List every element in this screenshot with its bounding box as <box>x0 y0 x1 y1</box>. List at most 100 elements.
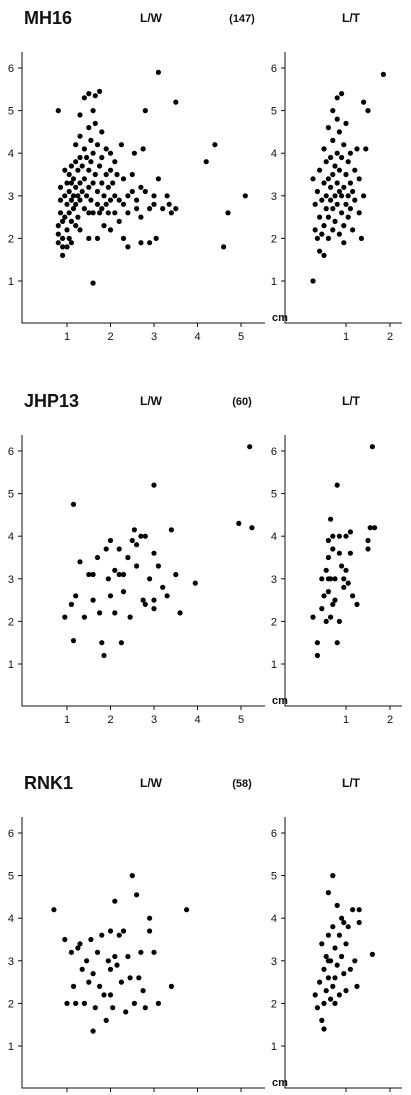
data-point-mh16-lw <box>125 210 131 216</box>
data-point-mh16-lt <box>365 108 371 114</box>
data-point-mh16-lt <box>350 188 356 195</box>
data-point-mh16-lw <box>225 210 231 216</box>
data-point-jhp13-lt <box>332 576 338 582</box>
y-tick-label-jhp13-lt: 5 <box>271 489 277 501</box>
data-point-mh16-lw <box>131 150 137 156</box>
data-point-mh16-lw <box>70 176 77 182</box>
axes-rnk1-lt <box>284 817 402 1089</box>
data-point-mh16-lw <box>92 120 98 126</box>
data-point-jhp13-lw <box>134 542 140 548</box>
data-point-rnk1-lw <box>127 975 133 981</box>
data-point-rnk1-lw <box>110 1005 116 1011</box>
data-point-jhp13-lt <box>347 550 353 556</box>
data-point-mh16-lw <box>77 197 83 203</box>
data-point-mh16-lw <box>60 244 66 250</box>
data-point-rnk1-lt <box>336 992 342 998</box>
data-point-rnk1-lw <box>51 907 57 913</box>
data-point-mh16-lt <box>323 193 329 199</box>
y-tick-label-rnk1-lt: 1 <box>271 1041 277 1053</box>
data-point-mh16-lw <box>88 197 94 203</box>
data-point-mh16-lt <box>339 91 345 97</box>
data-point-rnk1-lt <box>356 919 362 926</box>
data-point-mh16-lt <box>334 95 340 101</box>
y-tick-label-jhp13-lt: 6 <box>271 446 277 458</box>
data-point-mh16-lw <box>142 188 148 195</box>
data-point-rnk1-lw <box>90 1028 96 1034</box>
data-point-jhp13-lw <box>70 501 77 507</box>
data-point-mh16-lw <box>212 142 218 148</box>
data-point-mh16-lw <box>92 93 98 99</box>
data-point-mh16-lt <box>334 116 340 122</box>
data-point-mh16-lw <box>153 235 159 241</box>
data-point-mh16-lw <box>129 188 135 195</box>
data-point-rnk1-lt <box>314 1005 320 1011</box>
data-point-mh16-lw <box>60 252 66 258</box>
data-point-jhp13-lw <box>151 606 157 612</box>
data-point-mh16-lw <box>99 129 105 135</box>
data-point-mh16-lt <box>356 176 362 182</box>
y-tick-label-jhp13-lt: 1 <box>271 659 277 671</box>
data-point-rnk1-lt <box>328 996 334 1002</box>
site-label-jhp13: JHP13 <box>24 391 79 411</box>
data-point-mh16-lt <box>334 150 340 156</box>
data-point-mh16-lw <box>66 171 72 178</box>
data-point-jhp13-lw <box>147 576 153 582</box>
data-point-mh16-lt <box>325 214 331 220</box>
data-point-mh16-lw <box>68 240 74 246</box>
data-point-mh16-lt <box>330 206 336 212</box>
data-point-mh16-lw <box>120 201 127 207</box>
data-point-jhp13-lw <box>160 584 166 590</box>
data-point-mh16-lw <box>112 193 118 199</box>
data-point-jhp13-lw <box>86 571 92 578</box>
data-point-jhp13-lt <box>341 584 347 590</box>
data-point-mh16-lw <box>90 210 96 216</box>
data-point-rnk1-lw <box>70 983 77 990</box>
data-point-mh16-lw <box>75 167 81 173</box>
data-point-mh16-lw <box>160 206 166 212</box>
data-point-mh16-lw <box>86 167 92 173</box>
data-point-jhp13-lw <box>68 601 74 608</box>
y-tick-label-jhp13-lw: 3 <box>8 574 14 586</box>
data-point-mh16-lw <box>97 88 103 94</box>
data-point-mh16-lw <box>92 171 98 178</box>
y-tick-label-rnk1-lw: 4 <box>8 913 14 925</box>
data-point-mh16-lw <box>125 244 131 250</box>
axes-jhp13-lt <box>284 435 402 707</box>
data-point-jhp13-lw <box>62 614 68 620</box>
data-point-mh16-lw <box>120 176 127 182</box>
data-point-mh16-lw <box>86 125 92 131</box>
data-point-mh16-lt <box>325 125 331 131</box>
data-point-rnk1-lw <box>142 1005 148 1011</box>
data-point-mh16-lw <box>138 184 144 190</box>
data-point-rnk1-lw <box>114 962 120 968</box>
data-point-mh16-lt <box>341 142 347 148</box>
data-point-rnk1-lt <box>317 979 323 985</box>
y-tick-label-mh16-lw: 3 <box>8 191 14 203</box>
data-point-jhp13-lw <box>103 546 109 552</box>
data-point-mh16-lw <box>99 206 105 212</box>
data-point-rnk1-lw <box>64 1000 70 1007</box>
data-point-mh16-lw <box>62 193 68 199</box>
panel-title-rnk1-lw: L/W <box>140 776 163 790</box>
data-point-mh16-lt <box>336 231 342 237</box>
data-point-jhp13-lw <box>236 520 242 527</box>
data-point-jhp13-lt <box>345 580 351 586</box>
x-unit-label-mh16-lw: cm <box>272 312 288 324</box>
data-point-mh16-lt <box>334 180 340 186</box>
data-point-mh16-lw <box>99 154 105 161</box>
data-point-jhp13-lt <box>343 533 349 539</box>
data-point-mh16-lt <box>358 235 364 241</box>
data-point-mh16-lw <box>129 171 135 178</box>
data-point-jhp13-lw <box>155 563 161 569</box>
y-tick-label-rnk1-lt: 6 <box>271 828 277 840</box>
data-point-mh16-lw <box>64 244 70 250</box>
data-point-mh16-lw <box>147 240 153 246</box>
data-point-jhp13-lw <box>112 567 118 573</box>
data-point-jhp13-lw <box>70 638 77 644</box>
data-point-mh16-lw <box>90 108 96 114</box>
x-tick-label-jhp13-lt: 2 <box>387 714 393 726</box>
data-point-rnk1-lt <box>341 971 347 977</box>
data-point-mh16-lw <box>68 163 74 169</box>
data-point-mh16-lw <box>70 206 77 212</box>
data-point-mh16-lt <box>310 278 316 284</box>
